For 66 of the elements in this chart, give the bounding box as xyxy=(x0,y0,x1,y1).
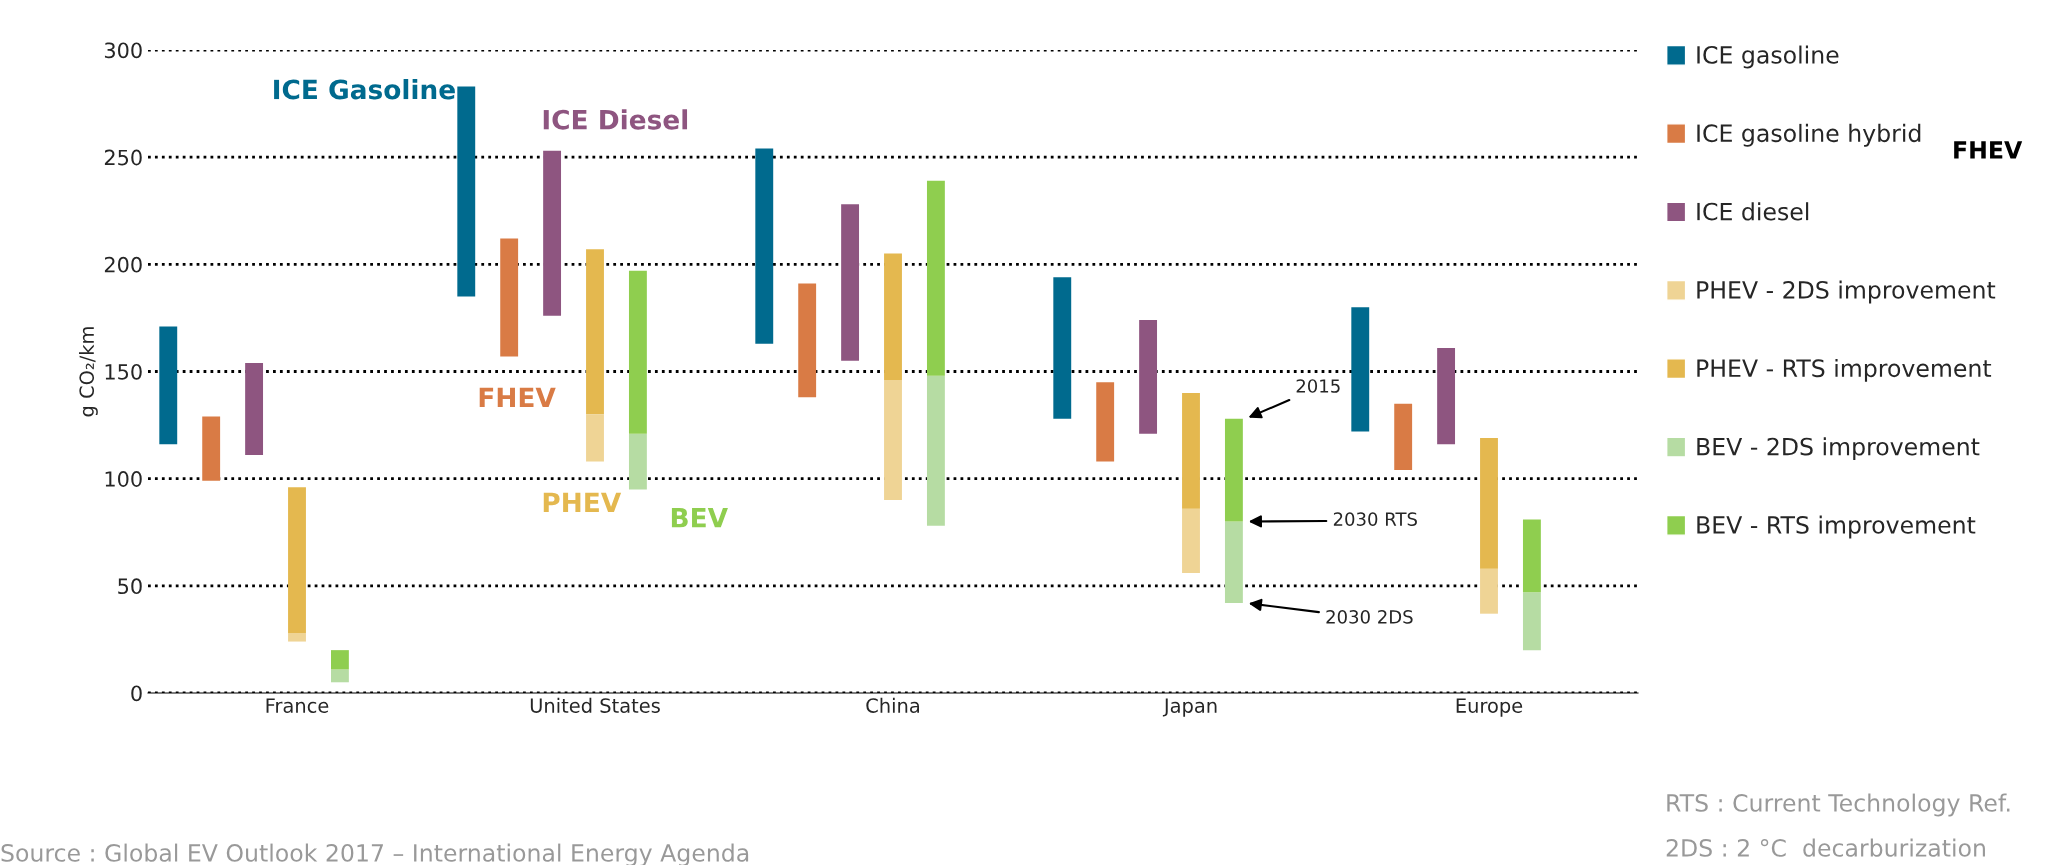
bar xyxy=(586,249,604,415)
y-tick-label: 100 xyxy=(105,471,142,487)
bar xyxy=(1394,403,1413,471)
bar xyxy=(926,375,945,526)
x-tick-label: Europe xyxy=(1456,698,1523,717)
annotation: ICE Diesel xyxy=(543,109,688,130)
bar xyxy=(330,669,349,683)
text: RTS : Current Technology Ref. xyxy=(1667,793,2010,817)
y-tick-label: 200 xyxy=(104,256,142,273)
bar xyxy=(798,283,817,398)
y-tick-label: 150 xyxy=(105,363,142,380)
annotation: 2030 RTS xyxy=(1333,512,1417,526)
bar xyxy=(1351,307,1370,432)
bar xyxy=(288,632,306,642)
annotation: FHEV xyxy=(479,387,556,408)
bar xyxy=(288,487,306,633)
bar xyxy=(330,650,349,670)
legend-label: ICE gasoline xyxy=(1697,45,1839,69)
bar xyxy=(245,362,264,456)
bar xyxy=(1437,347,1456,445)
bar xyxy=(1182,392,1200,509)
bar xyxy=(1480,568,1498,614)
bar xyxy=(1224,521,1243,603)
x-tick-label: France xyxy=(266,698,329,713)
bar xyxy=(1522,519,1541,593)
bar xyxy=(1224,418,1243,522)
bar xyxy=(884,380,902,501)
y-axis-title: g CO₂/km xyxy=(79,327,98,417)
annotation: 2030 2DS xyxy=(1326,609,1413,624)
bar xyxy=(1480,437,1498,569)
bar xyxy=(884,253,902,381)
bar xyxy=(1522,592,1541,651)
x-tick-label: United States xyxy=(530,697,660,713)
y-tick-label: 50 xyxy=(118,578,142,595)
legend-label: PHEV - RTS improvement xyxy=(1697,358,1992,382)
bar xyxy=(586,414,604,462)
y-tick-label: 300 xyxy=(104,42,142,59)
bar xyxy=(457,86,476,297)
bar xyxy=(926,180,945,376)
annotation: ICE Gasoline xyxy=(274,79,455,100)
bar xyxy=(543,150,562,316)
annotation: 2015 xyxy=(1296,379,1340,393)
text: FHEV xyxy=(1954,141,2023,159)
bar xyxy=(500,238,519,357)
x-tick-label: Japan xyxy=(1162,698,1217,717)
bar xyxy=(628,433,647,490)
y-tick-label: 250 xyxy=(104,149,142,166)
legend-label: PHEV - 2DS improvement xyxy=(1697,280,1996,304)
bar xyxy=(1053,277,1072,419)
bar xyxy=(1139,320,1158,434)
x-tick-label: China xyxy=(866,697,920,713)
bar xyxy=(159,326,178,445)
text: 2DS : 2 °C decarburization xyxy=(1666,838,1985,857)
annotation: BEV xyxy=(671,508,728,528)
y-tick-label: 0 xyxy=(131,685,142,702)
bar xyxy=(628,270,647,434)
legend-label: ICE diesel xyxy=(1697,202,1809,221)
annotation: PHEV xyxy=(543,492,622,512)
legend-label: BEV - RTS improvement xyxy=(1697,515,1976,539)
bar xyxy=(1182,508,1200,573)
bar xyxy=(202,416,221,481)
bar xyxy=(755,148,774,344)
legend-label: BEV - 2DS improvement xyxy=(1697,437,1980,461)
bar xyxy=(841,204,860,361)
legend-label: ICE gasoline hybrid xyxy=(1697,123,1921,147)
bar xyxy=(1096,382,1115,462)
